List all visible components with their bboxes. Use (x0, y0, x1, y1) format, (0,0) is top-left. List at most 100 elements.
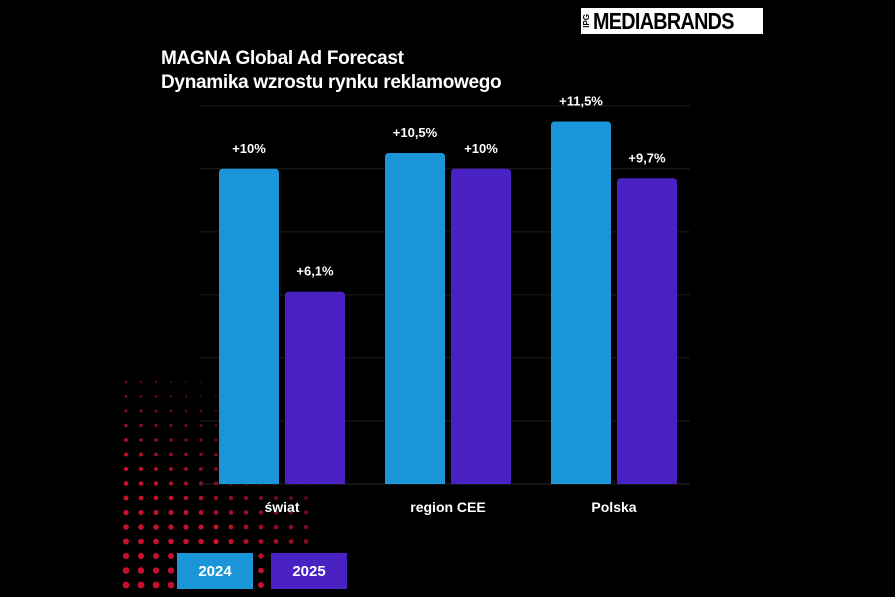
decor-dot (184, 424, 188, 427)
decor-dot (288, 510, 294, 515)
decor-dot (303, 510, 309, 515)
decor-dot (154, 395, 158, 398)
decor-dot (169, 438, 173, 442)
decor-dot (243, 538, 249, 545)
decor-dot (258, 582, 264, 588)
decor-dot (185, 381, 187, 383)
decor-dot (169, 380, 173, 384)
decor-dot (139, 423, 143, 428)
decor-dot (288, 524, 294, 530)
decor-dot (213, 510, 219, 515)
decor-dot (214, 438, 218, 442)
category-label: Polska (591, 499, 636, 515)
decor-dot (169, 409, 173, 413)
decor-dot (124, 452, 128, 457)
legend-item-2024: 2024 (177, 553, 253, 589)
decor-dot (199, 409, 203, 413)
decor-dot (124, 423, 128, 428)
data-label-2024-2: +11,5% (559, 94, 603, 109)
bar-2024-0 (219, 168, 279, 485)
decor-dot (228, 524, 234, 530)
decor-dot (152, 552, 160, 560)
decor-dot (199, 467, 203, 471)
bar-2025-2 (617, 178, 677, 485)
legend-label-2025: 2025 (292, 562, 326, 580)
chart-title-line2: Dynamika wzrostu rynku reklamowego (161, 72, 502, 93)
decor-dot (124, 438, 128, 442)
logo-text: MEDIABRANDS (593, 7, 734, 34)
decor-dot (154, 438, 158, 442)
decor-dot (243, 510, 249, 515)
bar-2025-1 (451, 168, 511, 485)
decor-dot (138, 495, 144, 501)
legend-item-2025: 2025 (271, 553, 347, 589)
decor-dot (303, 539, 309, 544)
decor-dot (214, 452, 218, 457)
decor-dot (199, 452, 203, 457)
decor-dot (123, 495, 129, 501)
decor-dot (198, 524, 204, 530)
decor-dot (258, 553, 264, 559)
decor-dot (153, 495, 159, 501)
data-label-2025-2: +9,7% (628, 150, 666, 165)
mediabrands-logo: IPG MEDIABRANDS (581, 8, 763, 34)
decor-dot (258, 538, 264, 545)
decor-dot (124, 380, 128, 384)
decor-dot (137, 581, 145, 589)
decor-dot (138, 538, 144, 545)
decor-dot (122, 552, 130, 560)
decor-dot (169, 395, 173, 398)
decor-dot (137, 552, 145, 560)
decor-dot (167, 581, 175, 589)
decor-dot (138, 524, 144, 530)
decor-dot (273, 524, 279, 530)
data-label-2025-1: +10% (464, 141, 498, 156)
decor-dot (213, 524, 219, 530)
decor-dot (168, 495, 174, 501)
decor-dot (288, 539, 294, 544)
decor-dot (184, 409, 188, 413)
data-label-2024-0: +10% (232, 141, 266, 156)
decor-dot (243, 524, 249, 530)
category-label: świat (264, 499, 299, 515)
decor-dot (153, 524, 159, 530)
data-label-2025-0: +6,1% (296, 264, 334, 279)
decor-dot (154, 409, 158, 413)
decor-dot (198, 495, 204, 501)
decor-dot (258, 524, 264, 530)
decor-dot (168, 510, 174, 515)
decor-dot (183, 495, 189, 501)
decor-dot (123, 481, 129, 486)
decor-dot (184, 467, 188, 471)
decor-dot (213, 495, 219, 501)
decor-dot (153, 538, 159, 545)
decor-dot (139, 380, 143, 384)
decor-dot (168, 524, 174, 530)
decor-dot (138, 509, 144, 516)
decor-dot (123, 524, 129, 530)
decor-dot (123, 509, 129, 516)
decor-dot (258, 495, 264, 501)
decor-dot (183, 481, 189, 486)
decor-dot (258, 510, 264, 515)
decor-dot (122, 581, 130, 589)
decor-dot (139, 409, 143, 413)
decor-dot (198, 510, 204, 515)
bar-2025-0 (285, 291, 345, 484)
decor-dot (153, 481, 159, 486)
decor-dot (153, 466, 159, 472)
decor-dot (168, 481, 174, 486)
decor-dot (184, 452, 188, 457)
legend-label-2024: 2024 (198, 562, 232, 580)
decor-dot (122, 567, 130, 574)
decor-dot (184, 395, 188, 398)
decor-dot (258, 567, 264, 574)
decor-dot (214, 395, 218, 398)
decor-dot (124, 395, 128, 398)
decor-dot (199, 395, 203, 398)
category-label: region CEE (410, 499, 485, 515)
decor-dot (200, 381, 202, 383)
decor-dot (154, 423, 158, 428)
